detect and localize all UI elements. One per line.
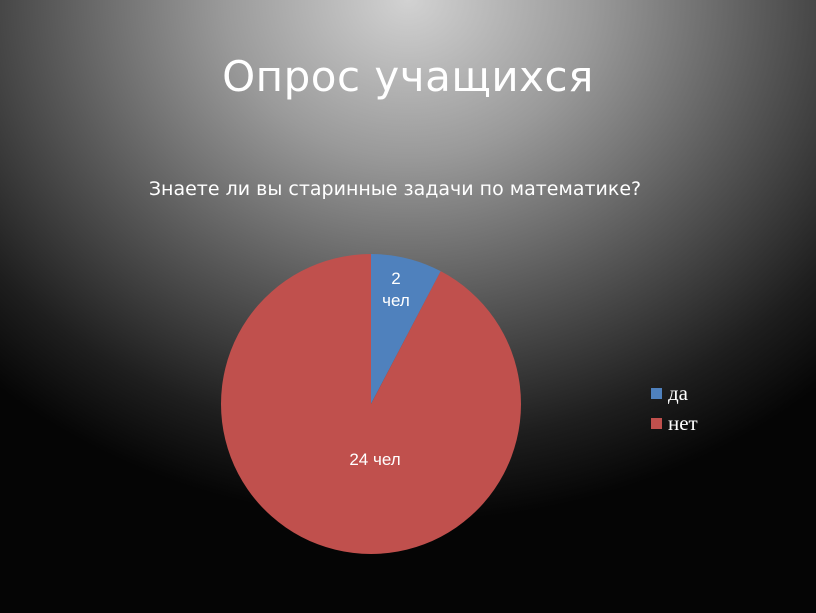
slide-title: Опрос учащихся (222, 52, 594, 101)
pie-slice-net (220, 254, 522, 554)
legend-swatch-da (651, 387, 662, 399)
slice-label-da: 2 чел (382, 269, 410, 310)
slice-label-net: 24 чел (349, 450, 401, 469)
legend-item-da: да (651, 378, 698, 408)
pie-slice-da (371, 254, 441, 404)
legend-label-net: нет (668, 410, 698, 435)
legend: да нет (651, 378, 698, 438)
legend-swatch-net (651, 417, 662, 429)
chart-title: Знаете ли вы старинные задачи по математ… (148, 178, 642, 200)
legend-label-da: да (668, 380, 689, 405)
legend-item-net: нет (651, 408, 698, 438)
